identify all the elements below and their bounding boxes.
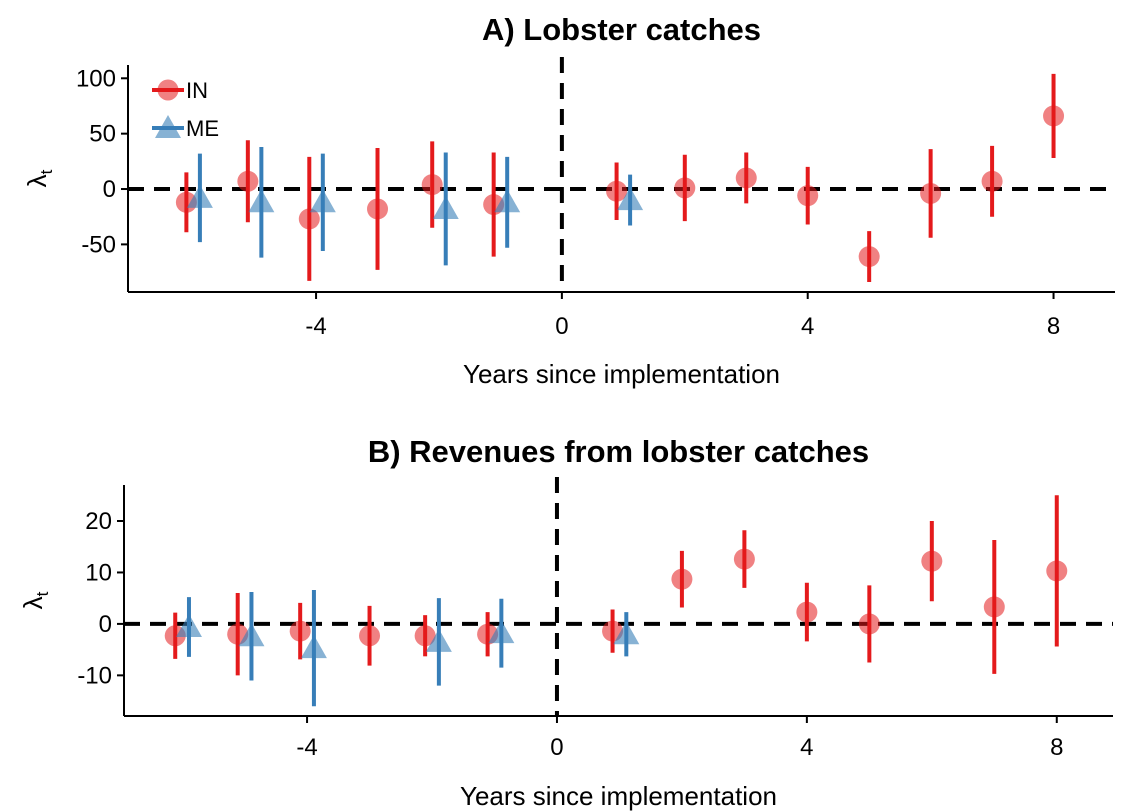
- x-axis-label: Years since implementation: [463, 359, 780, 389]
- triangle-marker: [248, 189, 275, 213]
- circle-marker: [674, 177, 696, 199]
- circle-marker: [414, 625, 436, 647]
- panel: A) Lobster catches -4 0 4 8 -50 0 50 100 Years si…: [22, 12, 1115, 389]
- triangle-marker: [238, 623, 265, 647]
- circle-marker: [671, 568, 693, 590]
- legend-triangle: [155, 115, 181, 138]
- circle-marker: [920, 182, 942, 204]
- circle-marker: [921, 550, 943, 572]
- y-tick-label: 0: [103, 176, 116, 203]
- y-tick-label: -10: [77, 662, 112, 689]
- circle-marker: [1046, 560, 1068, 582]
- y-tick-label: 0: [99, 611, 112, 638]
- panel: B) Revenues from lobster catches -4 0 4 8 -10…: [18, 434, 1113, 811]
- legend-label: IN: [186, 78, 208, 103]
- y-axis-symbol: λ: [22, 174, 52, 187]
- x-tick-label: 4: [801, 313, 814, 340]
- circle-marker: [858, 246, 880, 268]
- circle-marker: [983, 596, 1005, 618]
- circle-marker: [1043, 105, 1065, 127]
- circle-marker: [359, 625, 381, 647]
- x-tick-label: -4: [305, 313, 326, 340]
- circle-marker: [289, 620, 311, 642]
- triangle-marker: [613, 621, 640, 645]
- triangle-marker: [617, 187, 644, 211]
- circle-marker: [981, 170, 1003, 192]
- y-axis-subscript: t: [33, 591, 52, 596]
- circle-marker: [733, 548, 755, 570]
- triangle-marker: [309, 189, 336, 213]
- x-tick-label: 8: [1047, 313, 1060, 340]
- triangle-marker: [300, 635, 327, 659]
- circle-marker: [298, 208, 320, 230]
- x-tick-label: 8: [1050, 734, 1063, 761]
- chart-title: B) Revenues from lobster catches: [368, 434, 869, 469]
- y-tick-label: 50: [89, 121, 116, 148]
- x-tick-label: -4: [296, 734, 317, 761]
- y-axis-symbol: λ: [18, 596, 48, 609]
- legend-item: ME: [152, 115, 219, 141]
- y-tick-label: -50: [81, 231, 116, 258]
- triangle-marker: [186, 184, 213, 208]
- y-tick-label: 10: [85, 559, 112, 586]
- legend-label: ME: [186, 116, 219, 141]
- chart-title: A) Lobster catches: [482, 12, 761, 47]
- circle-marker: [237, 170, 259, 192]
- legend-circle: [157, 79, 179, 101]
- triangle-marker: [425, 628, 452, 652]
- circle-marker: [797, 185, 819, 207]
- triangle-marker: [175, 613, 202, 637]
- circle-marker: [367, 198, 389, 220]
- triangle-marker: [494, 189, 521, 213]
- triangle-marker: [488, 620, 515, 644]
- legend-item: IN: [152, 78, 208, 103]
- x-tick-label: 0: [550, 734, 563, 761]
- circle-marker: [796, 601, 818, 623]
- y-axis-label: λt: [22, 169, 56, 187]
- y-tick-label: 100: [76, 65, 116, 92]
- y-axis-label: λt: [18, 591, 52, 609]
- y-tick-label: 20: [85, 508, 112, 535]
- circle-marker: [606, 180, 628, 202]
- circle-marker: [421, 174, 443, 196]
- y-axis-subscript: t: [37, 169, 56, 174]
- x-axis-label: Years since implementation: [460, 781, 777, 811]
- x-tick-label: 4: [800, 734, 813, 761]
- triangle-marker: [432, 195, 459, 219]
- circle-marker: [735, 167, 757, 189]
- circle-marker: [858, 613, 880, 635]
- x-tick-label: 0: [555, 313, 568, 340]
